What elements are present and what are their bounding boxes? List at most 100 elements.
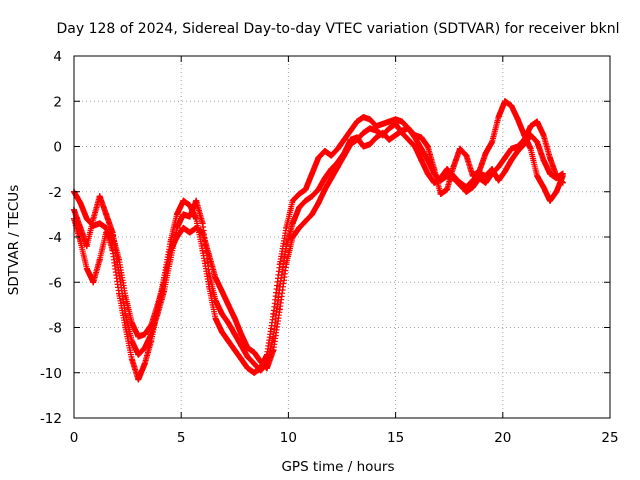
- data-point-marker: [109, 231, 116, 238]
- data-point-marker: [141, 360, 148, 367]
- chart-title: Day 128 of 2024, Sidereal Day-to-day VTE…: [57, 21, 620, 37]
- data-point-marker: [501, 154, 508, 161]
- data-point-marker: [289, 197, 296, 204]
- data-point-marker: [386, 125, 393, 132]
- data-point-marker: [405, 125, 412, 132]
- data-point-marker: [392, 132, 399, 139]
- data-point-marker: [399, 129, 406, 136]
- data-point-marker: [193, 197, 200, 204]
- data-point-marker: [469, 177, 476, 184]
- data-point-marker: [411, 143, 418, 150]
- data-point-marker: [321, 148, 328, 155]
- data-point-marker: [495, 163, 502, 170]
- data-point-marker: [251, 360, 258, 367]
- x-tick-label: 5: [177, 430, 186, 446]
- data-point-marker: [103, 229, 110, 236]
- data-point-marker: [521, 141, 528, 148]
- data-point-marker: [141, 344, 148, 351]
- y-tick-label: -4: [49, 230, 62, 246]
- data-point-marker: [334, 145, 341, 152]
- data-point-marker: [180, 211, 187, 218]
- data-point-marker: [212, 274, 219, 281]
- data-point-marker: [193, 224, 200, 231]
- data-point-marker: [199, 247, 206, 254]
- data-point-marker: [77, 200, 84, 207]
- data-point-marker: [437, 175, 444, 182]
- data-point-marker: [501, 98, 508, 105]
- data-point-marker: [270, 310, 277, 317]
- x-tick-label: 25: [601, 430, 618, 446]
- data-point-marker: [437, 191, 444, 198]
- y-tick-label: -10: [40, 366, 62, 382]
- data-point-marker: [424, 143, 431, 150]
- data-point-marker: [489, 166, 496, 173]
- data-point-marker: [289, 234, 296, 240]
- data-point-marker: [96, 193, 103, 200]
- data-point-marker: [199, 220, 206, 227]
- data-point-marker: [341, 136, 348, 143]
- data-point-marker: [231, 315, 238, 322]
- data-point-marker: [276, 261, 283, 268]
- data-point-marker: [360, 114, 367, 121]
- data-point-marker: [431, 170, 438, 177]
- data-point-marker: [360, 129, 367, 136]
- x-tick-label: 10: [280, 430, 297, 446]
- data-point-marker: [553, 175, 560, 182]
- data-point-marker: [302, 186, 309, 193]
- data-point-marker: [315, 200, 322, 207]
- data-point-marker: [527, 145, 534, 152]
- data-point-marker: [463, 184, 470, 191]
- data-point-marker: [424, 170, 431, 177]
- data-point-marker: [386, 118, 393, 125]
- x-tick-label: 0: [70, 430, 79, 446]
- data-point-marker: [128, 356, 135, 363]
- data-point-marker: [321, 175, 328, 182]
- data-point-marker: [257, 358, 264, 365]
- data-point-marker: [244, 353, 251, 360]
- data-point-marker: [270, 347, 277, 354]
- data-point-marker: [135, 333, 142, 340]
- data-point-marker: [354, 136, 361, 143]
- data-point-marker: [90, 215, 97, 222]
- data-point-marker: [218, 288, 225, 295]
- data-point-marker: [244, 344, 251, 351]
- data-point-marker: [135, 376, 142, 383]
- data-point-marker: [546, 170, 553, 177]
- grid-lines: [74, 56, 610, 418]
- data-point-marker: [231, 347, 238, 354]
- data-point-marker: [186, 213, 193, 220]
- y-tick-label: -6: [49, 275, 62, 291]
- axis-ticks: 0 5 10 15 20 25 -12 -10 -8 -6 -4 -2 0 2 4: [40, 49, 619, 446]
- data-point-marker: [90, 279, 97, 286]
- data-point-marker: [476, 170, 483, 177]
- data-point-marker: [546, 197, 553, 204]
- series-3: [71, 120, 566, 372]
- data-point-marker: [559, 170, 566, 177]
- y-tick-label: 2: [53, 94, 62, 110]
- data-point-marker: [225, 301, 232, 308]
- data-point-marker: [128, 338, 135, 345]
- data-point-marker: [379, 132, 386, 139]
- data-point-marker: [411, 134, 418, 141]
- data-point-marker: [141, 331, 148, 338]
- data-point-marker: [334, 163, 341, 170]
- data-point-marker: [283, 261, 290, 268]
- data-point-marker: [296, 224, 303, 231]
- data-point-marker: [308, 170, 315, 177]
- data-point-marker: [540, 132, 547, 139]
- data-point-marker: [328, 175, 335, 182]
- data-point-marker: [218, 329, 225, 336]
- data-point-marker: [238, 342, 245, 349]
- y-tick-label: -8: [49, 321, 62, 337]
- data-point-marker: [366, 125, 373, 132]
- data-point-marker: [360, 143, 367, 150]
- data-point-marker: [321, 186, 328, 193]
- y-tick-label: 0: [53, 140, 62, 156]
- data-point-marker: [218, 310, 225, 317]
- data-point-marker: [186, 229, 193, 236]
- data-point-marker: [508, 102, 515, 109]
- data-point-marker: [276, 306, 283, 313]
- data-point-marker: [514, 148, 521, 155]
- data-point-marker: [444, 186, 451, 193]
